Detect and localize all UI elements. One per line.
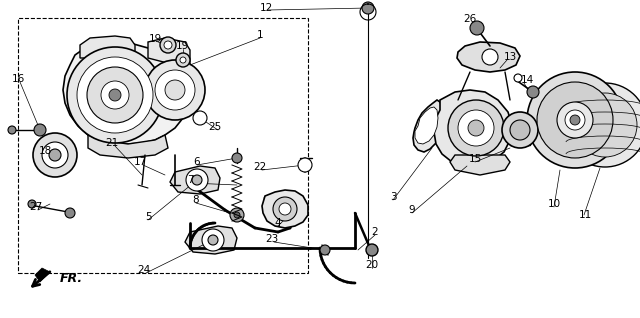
- Text: 27: 27: [29, 202, 43, 212]
- Text: 23: 23: [266, 234, 278, 244]
- Circle shape: [557, 102, 593, 138]
- Text: 15: 15: [468, 154, 482, 164]
- Circle shape: [49, 149, 61, 161]
- Circle shape: [160, 37, 176, 53]
- Text: 21: 21: [106, 138, 118, 148]
- Circle shape: [155, 70, 195, 110]
- Circle shape: [186, 169, 208, 191]
- Polygon shape: [148, 38, 190, 65]
- Polygon shape: [413, 100, 443, 152]
- Text: 7: 7: [187, 175, 193, 185]
- Circle shape: [565, 110, 585, 130]
- Circle shape: [109, 89, 121, 101]
- Circle shape: [34, 124, 46, 136]
- Circle shape: [448, 100, 504, 156]
- Text: 24: 24: [138, 265, 150, 275]
- Circle shape: [33, 133, 77, 177]
- Circle shape: [563, 83, 640, 167]
- Polygon shape: [35, 268, 50, 282]
- Polygon shape: [434, 90, 512, 166]
- Text: 5: 5: [145, 212, 151, 222]
- Circle shape: [527, 86, 539, 98]
- Circle shape: [366, 244, 378, 256]
- Text: 8: 8: [193, 195, 199, 205]
- Text: 26: 26: [463, 14, 477, 24]
- Text: 18: 18: [38, 146, 52, 156]
- Text: 25: 25: [209, 122, 221, 132]
- Polygon shape: [185, 226, 237, 254]
- Circle shape: [164, 41, 172, 49]
- Text: 19: 19: [148, 34, 162, 44]
- Text: 12: 12: [259, 3, 273, 13]
- Text: FR.: FR.: [60, 272, 83, 285]
- Circle shape: [573, 93, 637, 157]
- Polygon shape: [262, 190, 308, 228]
- Text: 11: 11: [579, 210, 591, 220]
- Circle shape: [193, 111, 207, 125]
- Polygon shape: [450, 155, 510, 175]
- Circle shape: [527, 72, 623, 168]
- Circle shape: [514, 74, 522, 82]
- Circle shape: [362, 2, 374, 14]
- Circle shape: [468, 120, 484, 136]
- Circle shape: [28, 200, 36, 208]
- Text: 4: 4: [275, 218, 282, 228]
- Circle shape: [502, 112, 538, 148]
- Circle shape: [570, 115, 580, 125]
- Text: 19: 19: [175, 41, 189, 51]
- Text: 20: 20: [365, 260, 379, 270]
- Circle shape: [298, 158, 312, 172]
- Text: 14: 14: [520, 75, 534, 85]
- Circle shape: [537, 82, 613, 158]
- Circle shape: [192, 175, 202, 185]
- Circle shape: [232, 153, 242, 163]
- Circle shape: [470, 21, 484, 35]
- Polygon shape: [80, 36, 135, 58]
- Circle shape: [273, 197, 297, 221]
- Circle shape: [176, 53, 190, 67]
- Circle shape: [208, 235, 218, 245]
- Circle shape: [510, 120, 530, 140]
- Circle shape: [42, 142, 68, 168]
- Text: 1: 1: [257, 30, 263, 40]
- Text: 13: 13: [504, 52, 516, 62]
- Text: 10: 10: [547, 199, 561, 209]
- Text: 9: 9: [409, 205, 415, 215]
- Text: 2: 2: [372, 227, 378, 237]
- Polygon shape: [63, 42, 188, 144]
- Circle shape: [165, 80, 185, 100]
- Text: 3: 3: [390, 192, 396, 202]
- Circle shape: [101, 81, 129, 109]
- Text: 16: 16: [12, 74, 24, 84]
- Circle shape: [77, 57, 153, 133]
- Bar: [18, 18, 308, 273]
- Circle shape: [87, 67, 143, 123]
- Circle shape: [279, 203, 291, 215]
- Circle shape: [482, 49, 498, 65]
- Circle shape: [234, 212, 240, 218]
- Circle shape: [67, 47, 163, 143]
- Circle shape: [8, 126, 16, 134]
- Circle shape: [65, 208, 75, 218]
- Polygon shape: [170, 166, 220, 194]
- Circle shape: [320, 245, 330, 255]
- Circle shape: [145, 60, 205, 120]
- Text: 17: 17: [133, 157, 147, 167]
- Circle shape: [202, 229, 224, 251]
- Text: 22: 22: [253, 162, 267, 172]
- Circle shape: [458, 110, 494, 146]
- Text: 6: 6: [194, 157, 200, 167]
- Circle shape: [180, 57, 186, 63]
- Polygon shape: [457, 42, 520, 72]
- Polygon shape: [415, 107, 438, 144]
- Circle shape: [230, 208, 244, 222]
- Polygon shape: [88, 135, 168, 158]
